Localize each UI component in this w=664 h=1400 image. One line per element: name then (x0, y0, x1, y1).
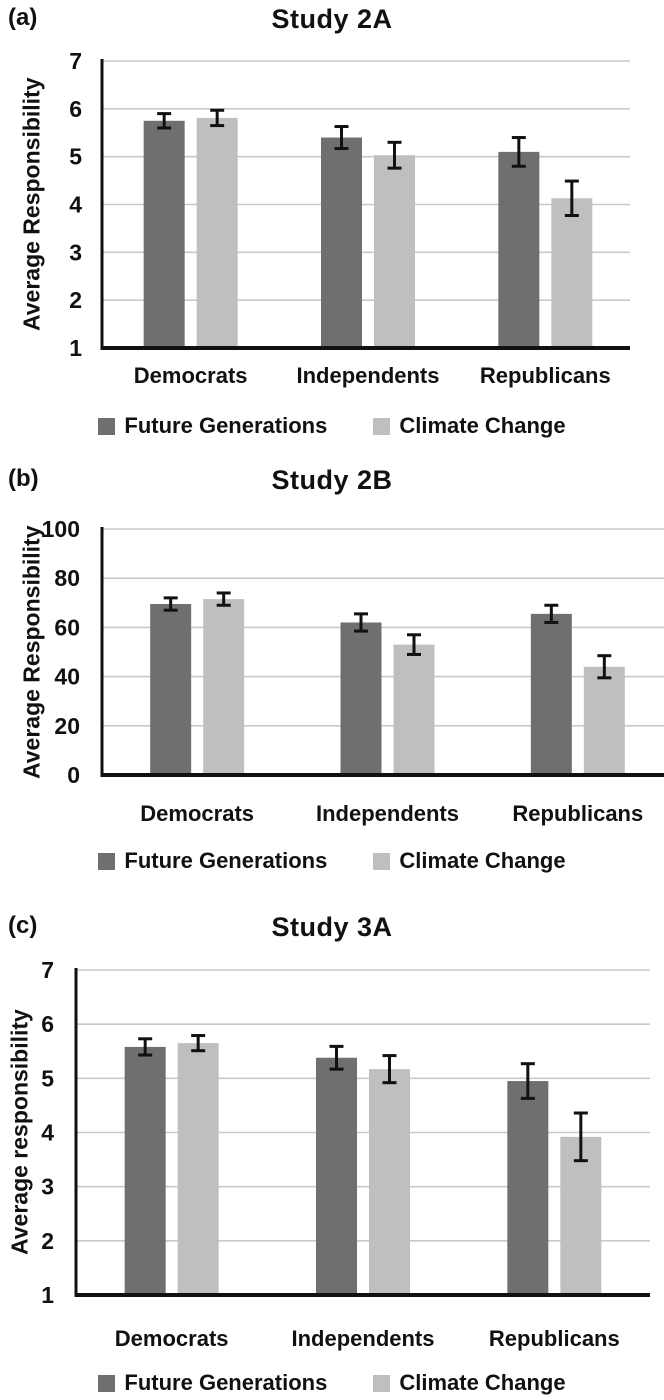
x-category-label-democrats: Democrats (140, 801, 254, 826)
legend-item-future-generations: Future Generations (98, 1370, 327, 1396)
x-category-label-republicans: Republicans (480, 363, 611, 388)
bar-democrats-future-generations (124, 1046, 166, 1295)
bar-independents-climate-change (369, 1069, 410, 1295)
y-tick-label-5: 5 (69, 144, 82, 170)
bar-republicans-future-generations (530, 613, 572, 775)
bar-chart-study-3a: 1 2 3 4 5 6 7 Democrats Independents Republicans (41, 957, 650, 1351)
legend-item-future-generations: Future Generations (98, 848, 327, 874)
legend-item-climate-change: Climate Change (373, 1370, 566, 1396)
legend: Future Generations Climate Change (0, 848, 664, 874)
bar-republicans-climate-change (583, 666, 625, 775)
legend-label-future-generations: Future Generations (124, 1370, 328, 1395)
y-tick-label-60: 60 (54, 614, 80, 640)
legend-label-climate-change: Climate Change (399, 848, 566, 873)
y-tick-label-1: 1 (41, 1282, 54, 1308)
chart-title: Study 2A (271, 4, 393, 34)
legend-swatch-future-generations-icon (98, 417, 116, 435)
legend: Future Generations Climate Change (0, 413, 664, 439)
y-tick-label-6: 6 (41, 1011, 54, 1037)
chart-area: Average responsibility 1 2 3 4 5 6 7 Democrats I… (0, 954, 664, 1354)
panel-header: (b) Study 2B (0, 453, 664, 509)
y-axis-label: Average Responsibility (18, 77, 45, 332)
bar-democrats-climate-change (196, 117, 238, 349)
y-tick-label-5: 5 (41, 1065, 54, 1091)
legend: Future Generations Climate Change (0, 1370, 664, 1396)
legend-swatch-climate-change-icon (373, 417, 391, 435)
legend-label-climate-change: Climate Change (399, 1370, 566, 1395)
y-tick-label-3: 3 (69, 239, 82, 265)
legend-swatch-future-generations-icon (98, 852, 116, 870)
y-tick-label-2: 2 (41, 1228, 54, 1254)
bar-independents-climate-change (393, 644, 435, 775)
bar-democrats-future-generations (150, 604, 192, 775)
bar-independents-future-generations (321, 137, 362, 348)
bar-independents-future-generations (316, 1057, 357, 1295)
y-tick-label-6: 6 (69, 96, 82, 122)
x-category-label-democrats: Democrats (115, 1326, 229, 1351)
bar-republicans-future-generations (498, 151, 540, 348)
y-tick-label-0: 0 (67, 762, 80, 788)
bar-chart-study-2b: 0 20 40 60 80 100 Democrats Independents Republi… (42, 516, 664, 826)
y-axis-label: Average Responsibility (18, 525, 45, 779)
x-category-label-democrats: Democrats (134, 363, 248, 388)
y-tick-label-7: 7 (41, 957, 54, 983)
legend-item-climate-change: Climate Change (373, 848, 566, 874)
chart-area: Average Responsibility 0 20 40 60 80 100 Democ… (0, 509, 664, 834)
chart-title: Study 2B (271, 465, 393, 495)
legend-label-future-generations: Future Generations (124, 413, 328, 438)
bar-chart-study-2a: 1 2 3 4 5 6 7 Democrats Independents Republicans (69, 48, 630, 388)
y-tick-label-2: 2 (69, 287, 82, 313)
legend-label-climate-change: Climate Change (399, 413, 566, 438)
x-category-label-independents: Independents (291, 1326, 434, 1351)
legend-swatch-climate-change-icon (373, 1374, 391, 1392)
chart-title: Study 3A (271, 912, 393, 942)
panel-study-3a: (c) Study 3A Average responsibility 1 2 3 4… (0, 896, 664, 1396)
x-category-label-independents: Independents (296, 363, 439, 388)
panel-study-2a: (a) Study 2A Average Responsibility 1 2 3 4… (0, 0, 664, 439)
legend-swatch-future-generations-icon (98, 1374, 116, 1392)
y-tick-label-7: 7 (69, 48, 82, 74)
bar-democrats-climate-change (203, 599, 245, 775)
y-tick-label-40: 40 (54, 664, 80, 690)
x-category-label-independents: Independents (316, 801, 459, 826)
bar-republicans-climate-change (560, 1136, 602, 1295)
legend-item-climate-change: Climate Change (373, 413, 566, 439)
y-tick-label-100: 100 (42, 516, 80, 542)
panel-letter: (c) (8, 912, 38, 939)
panel-header: (c) Study 3A (0, 896, 664, 954)
x-category-label-republicans: Republicans (512, 801, 643, 826)
y-tick-label-80: 80 (54, 565, 80, 591)
bar-republicans-climate-change (551, 198, 593, 348)
panel-header: (a) Study 2A (0, 0, 664, 45)
y-tick-label-3: 3 (41, 1174, 54, 1200)
bar-democrats-future-generations (143, 120, 185, 349)
bar-independents-future-generations (340, 622, 382, 775)
legend-swatch-climate-change-icon (373, 852, 391, 870)
bar-republicans-future-generations (507, 1081, 549, 1295)
y-tick-label-20: 20 (54, 713, 80, 739)
y-tick-label-1: 1 (69, 335, 82, 361)
x-category-label-republicans: Republicans (489, 1326, 620, 1351)
y-tick-label-4: 4 (69, 192, 82, 218)
y-axis-label: Average responsibility (6, 1009, 33, 1256)
bar-independents-climate-change (374, 155, 415, 348)
panel-study-2b: (b) Study 2B Average Responsibility 0 20 4… (0, 453, 664, 874)
bar-democrats-climate-change (177, 1043, 219, 1295)
panel-letter: (b) (8, 465, 39, 492)
legend-label-future-generations: Future Generations (124, 848, 328, 873)
chart-area: Average Responsibility 1 2 3 4 5 6 7 Democrats I… (0, 45, 664, 397)
panel-letter: (a) (8, 4, 38, 31)
y-tick-label-4: 4 (41, 1120, 54, 1146)
legend-item-future-generations: Future Generations (98, 413, 327, 439)
